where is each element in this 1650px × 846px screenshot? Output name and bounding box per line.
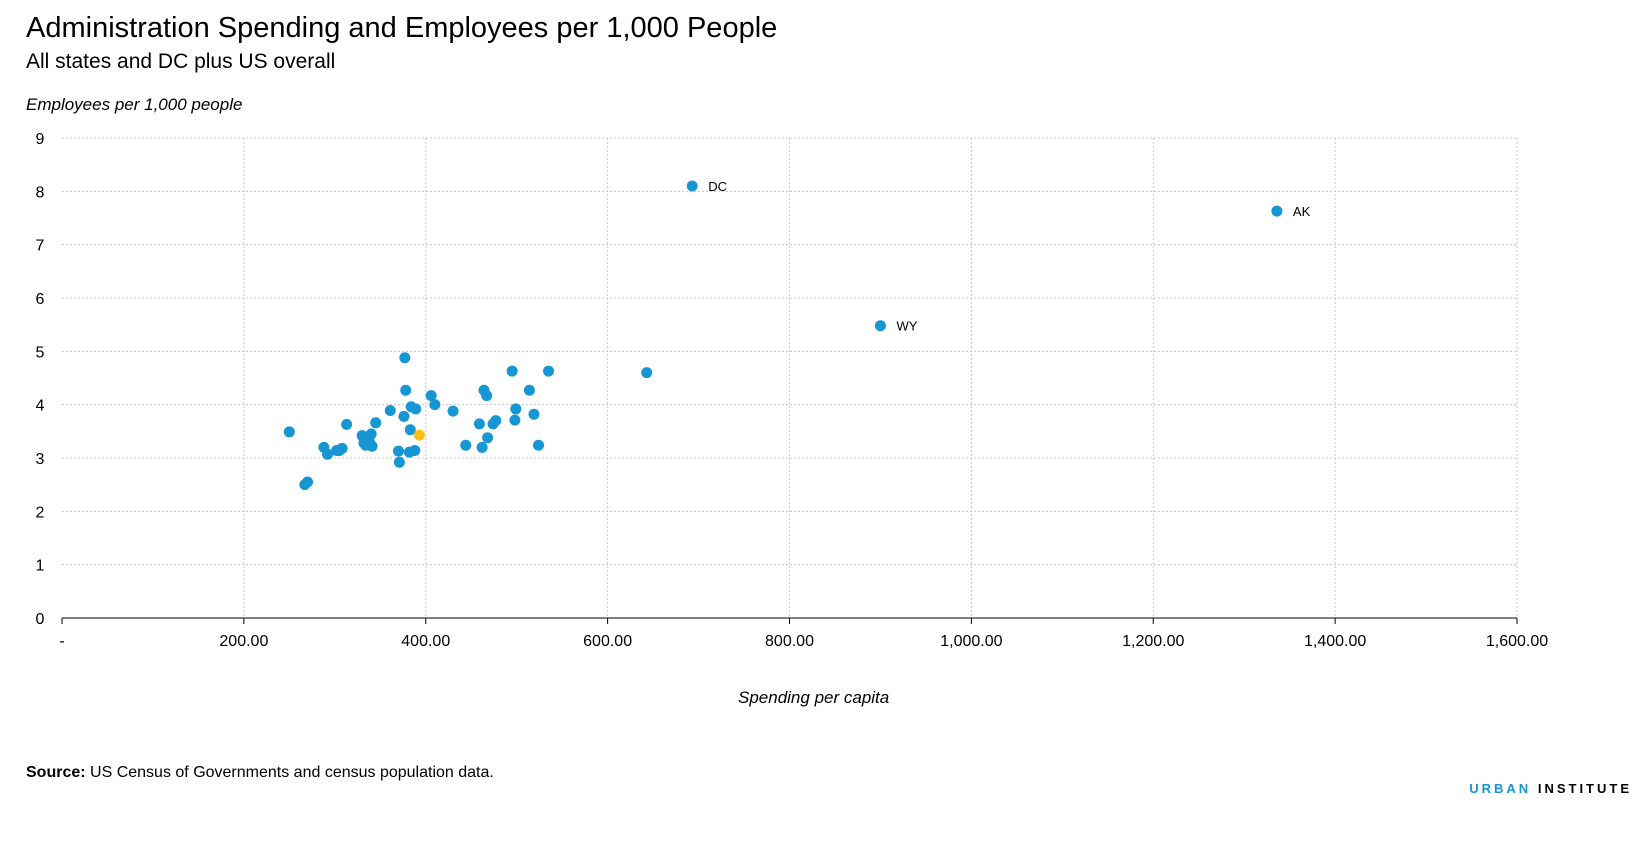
data-point <box>384 405 396 417</box>
urban-institute-logo: URBAN INSTITUTE <box>1469 781 1632 796</box>
data-point-label: DC <box>708 179 727 194</box>
data-point <box>506 365 518 377</box>
y-tick-label: 8 <box>36 184 45 201</box>
x-tick-label: 400.00 <box>401 633 450 650</box>
data-point <box>365 428 377 440</box>
data-point <box>400 384 412 396</box>
source-label: Source: <box>26 764 86 781</box>
data-point <box>460 439 472 451</box>
data-point <box>447 405 459 417</box>
data-point <box>283 426 295 438</box>
y-tick-label: 4 <box>36 398 45 415</box>
data-point <box>302 476 314 488</box>
data-point <box>473 418 485 430</box>
data-point-label: AK <box>1293 204 1311 219</box>
data-point <box>410 403 422 415</box>
data-point <box>528 408 540 420</box>
logo-urban: URBAN <box>1469 781 1532 796</box>
y-tick-label: 7 <box>36 238 45 255</box>
data-point <box>425 390 437 402</box>
data-point <box>476 441 488 453</box>
data-point <box>874 320 886 332</box>
data-point <box>543 365 555 377</box>
source-note: Source: US Census of Governments and cen… <box>26 764 494 782</box>
data-point-label: WY <box>896 319 917 334</box>
data-point <box>370 417 382 429</box>
data-point <box>413 429 425 441</box>
data-point <box>510 403 522 415</box>
data-point <box>393 456 405 468</box>
data-point <box>399 352 411 364</box>
data-point <box>341 418 353 430</box>
y-axis-label: Employees per 1,000 people <box>26 95 243 114</box>
x-tick-label: 1,200.00 <box>1122 633 1184 650</box>
chart-subtitle: All states and DC plus US overall <box>26 50 336 73</box>
y-tick-label: 3 <box>36 451 45 468</box>
data-point <box>509 414 521 426</box>
y-tick-label: 1 <box>36 558 45 575</box>
x-axis-label: Spending per capita <box>738 688 890 707</box>
data-point <box>429 399 441 411</box>
x-tick-label: 200.00 <box>219 633 268 650</box>
chart-title: Administration Spending and Employees pe… <box>26 12 778 44</box>
data-point <box>533 439 545 451</box>
data-point <box>481 390 493 402</box>
x-tick-label: 1,400.00 <box>1304 633 1366 650</box>
data-point <box>1271 205 1283 217</box>
x-tick-label: 600.00 <box>583 633 632 650</box>
y-tick-label: 6 <box>36 291 45 308</box>
data-point <box>523 384 535 396</box>
x-tick-label: 800.00 <box>765 633 814 650</box>
data-point <box>392 445 404 457</box>
x-tick-label: 1,000.00 <box>940 633 1002 650</box>
y-tick-label: 9 <box>36 131 45 148</box>
logo-institute: INSTITUTE <box>1537 781 1632 796</box>
y-tick-label: 5 <box>36 344 45 361</box>
data-point <box>336 442 348 454</box>
data-point <box>322 448 334 460</box>
data-point <box>366 440 378 452</box>
data-point <box>404 424 416 436</box>
source-text: US Census of Governments and census popu… <box>90 764 494 781</box>
data-point <box>490 415 502 427</box>
data-point <box>686 180 698 192</box>
data-point <box>482 432 494 444</box>
data-point <box>398 410 410 422</box>
x-tick-label: - <box>59 633 64 650</box>
y-tick-label: 0 <box>36 611 45 628</box>
data-point <box>409 445 421 457</box>
y-tick-label: 2 <box>36 504 45 521</box>
x-tick-label: 1,600.00 <box>1486 633 1548 650</box>
data-point <box>641 367 653 379</box>
